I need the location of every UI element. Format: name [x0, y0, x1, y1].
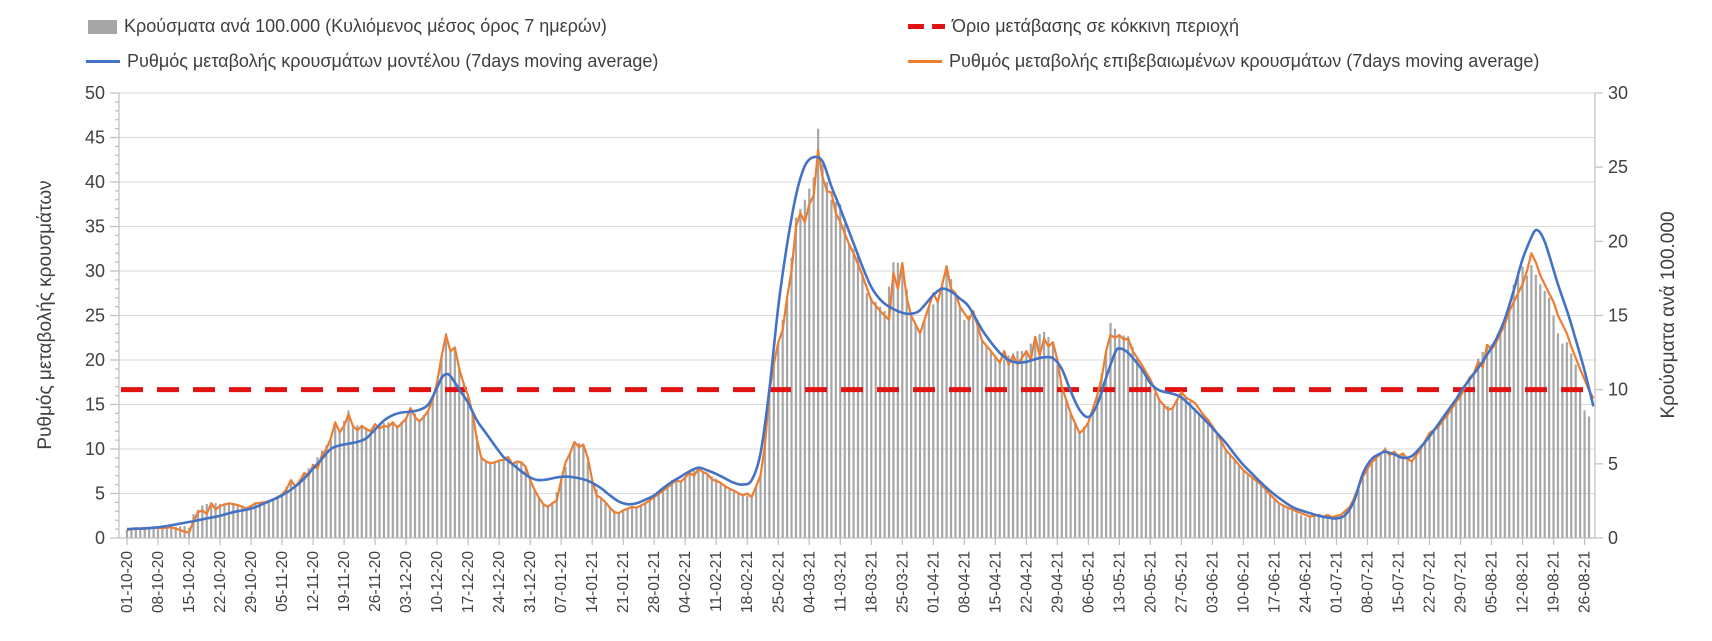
left-axis-title: Ρυθμός μεταβολής κρουσμάτων [35, 180, 56, 450]
x-axis-tick-label: 03-12-20 [398, 551, 415, 613]
x-axis-tick-label: 15-07-21 [1390, 551, 1407, 613]
blue-line-swatch-icon [86, 60, 120, 63]
x-axis-tick-label: 19-08-21 [1546, 551, 1563, 613]
x-axis-tick-label: 01-07-21 [1328, 551, 1345, 613]
left-axis-tick-label: 35 [85, 217, 105, 237]
legend-item-confirmed-line: Ρυθμός μεταβολής επιβεβαιωμένων κρουσμάτ… [908, 51, 1539, 72]
left-axis-tick-label: 45 [85, 128, 105, 148]
right-axis-title: Κρούσματα ανά 100.000 [1658, 211, 1679, 419]
x-axis-tick-label: 27-05-21 [1173, 551, 1190, 613]
x-axis-tick-label: 06-05-21 [1080, 551, 1097, 613]
x-axis-tick-label: 17-12-20 [460, 551, 477, 613]
right-axis-tick-label: 0 [1608, 528, 1618, 548]
x-axis-tick-label: 22-04-21 [1018, 551, 1035, 613]
legend-label-confirmed-line: Ρυθμός μεταβολής επιβεβαιωμένων κρουσμάτ… [949, 51, 1540, 71]
x-axis-tick-label: 05-11-20 [274, 551, 291, 612]
x-axis-tick-label: 29-04-21 [1049, 551, 1066, 613]
left-axis-tick-label: 15 [85, 395, 105, 415]
x-axis-tick-label: 26-08-21 [1577, 551, 1594, 613]
x-axis-tick-label: 20-05-21 [1142, 551, 1159, 613]
x-axis-tick-label: 13-05-21 [1111, 551, 1128, 613]
x-axis-tick-label: 11-03-21 [832, 551, 849, 612]
left-axis-tick-label: 0 [95, 528, 105, 548]
x-axis-tick-label: 17-06-21 [1266, 551, 1283, 613]
left-axis-tick-label: 30 [85, 261, 105, 281]
x-axis-tick-label: 31-12-20 [522, 551, 539, 613]
x-axis-tick-label: 08-07-21 [1359, 551, 1376, 613]
x-axis-tick-label: 28-01-21 [646, 551, 663, 613]
x-axis-tick-label: 15-04-21 [987, 551, 1004, 613]
x-axis-tick-label: 25-03-21 [894, 551, 911, 613]
red-dashed-swatch-icon [908, 24, 945, 29]
x-axis-tick-label: 21-01-21 [615, 551, 632, 613]
left-axis-tick-label: 25 [85, 306, 105, 326]
legend-label-threshold: Όριο μετάβασης σε κόκκινη περιοχή [952, 16, 1240, 36]
x-axis-tick-label: 07-01-21 [553, 551, 570, 613]
x-axis-tick-label: 08-10-20 [150, 551, 167, 613]
model-rate-line [126, 155, 1595, 531]
x-axis-tick-label: 10-06-21 [1235, 551, 1252, 613]
x-axis-tick-label: 25-02-21 [770, 551, 787, 613]
x-axis-tick-label: 15-10-20 [181, 551, 198, 613]
orange-line-swatch-icon [908, 60, 942, 63]
legend-item-threshold: Όριο μετάβασης σε κόκκινη περιοχή [908, 16, 1239, 37]
left-axis-tick-label: 50 [85, 83, 105, 103]
legend-item-model-line: Ρυθμός μεταβολής κρουσμάτων μοντέλου (7d… [86, 51, 658, 72]
x-axis-tick-label: 05-08-21 [1484, 551, 1501, 613]
left-axis-tick-label: 10 [85, 439, 105, 459]
bar-swatch-icon [88, 19, 117, 34]
x-axis-tick-label: 12-08-21 [1515, 551, 1532, 613]
x-axis-tick-label: 18-02-21 [739, 551, 756, 613]
right-axis-tick-label: 15 [1608, 306, 1628, 326]
x-axis-tick-label: 12-11-20 [305, 551, 322, 612]
legend-label-model-line: Ρυθμός μεταβολής κρουσμάτων μοντέλου (7d… [127, 51, 659, 71]
x-axis-tick-label: 10-12-20 [429, 551, 446, 613]
right-axis-tick-label: 5 [1608, 454, 1618, 474]
x-axis-tick-label: 29-07-21 [1453, 551, 1470, 613]
x-axis-tick-label: 18-03-21 [863, 551, 880, 613]
x-axis-tick-label: 11-02-21 [708, 551, 725, 612]
legend-label-cases-bars: Κρούσματα ανά 100.000 (Κυλιόμενος μέσος … [124, 16, 607, 36]
left-axis-tick-label: 40 [85, 172, 105, 192]
x-axis-tick-label: 04-02-21 [677, 551, 694, 613]
x-axis-tick-label: 08-04-21 [956, 551, 973, 613]
x-axis-tick-label: 04-03-21 [801, 551, 818, 613]
x-axis-tick-label: 26-11-20 [367, 551, 384, 612]
right-axis-tick-label: 25 [1608, 157, 1628, 177]
right-axis-tick-label: 30 [1608, 83, 1628, 103]
right-axis-tick-label: 10 [1608, 380, 1628, 400]
x-axis-tick-label: 19-11-20 [336, 551, 353, 612]
x-axis-tick-label: 22-07-21 [1422, 551, 1439, 613]
x-axis-tick-label: 24-12-20 [491, 551, 508, 613]
x-axis-tick-label: 03-06-21 [1204, 551, 1221, 613]
x-axis-tick-label: 01-04-21 [925, 551, 942, 613]
confirmed-rate-line [126, 148, 1595, 534]
left-axis-tick-label: 20 [85, 350, 105, 370]
x-axis-tick-label: 29-10-20 [243, 551, 260, 613]
right-axis-tick-label: 20 [1608, 231, 1628, 251]
x-axis-tick-label: 01-10-20 [119, 551, 136, 613]
legend-item-cases-bars: Κρούσματα ανά 100.000 (Κυλιόμενος μέσος … [88, 16, 607, 37]
x-axis-tick-label: 24-06-21 [1297, 551, 1314, 613]
x-axis-tick-label: 14-01-21 [584, 551, 601, 613]
x-axis-tick-label: 22-10-20 [212, 551, 229, 613]
left-axis-tick-label: 5 [95, 484, 105, 504]
